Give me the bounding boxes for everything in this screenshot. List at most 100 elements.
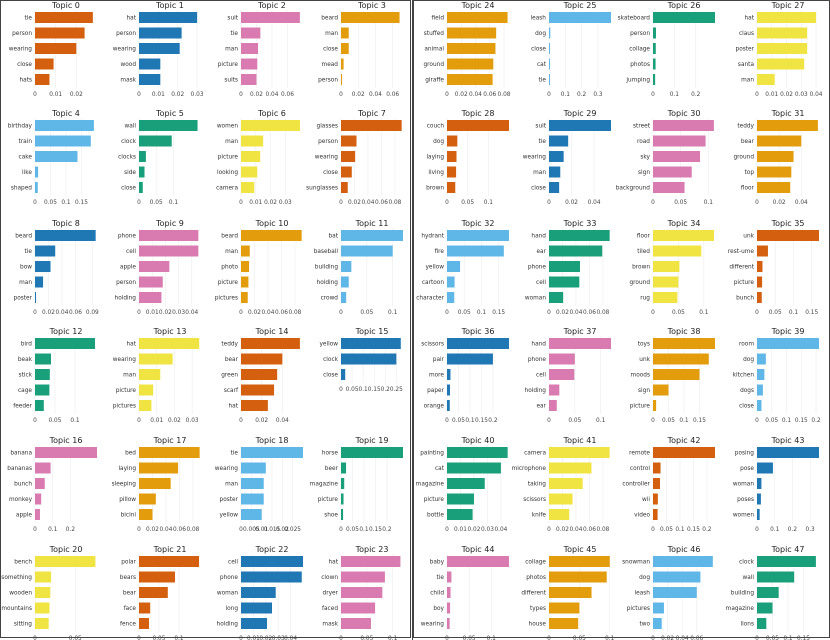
bar-picture (241, 58, 258, 70)
bar-wall (757, 571, 795, 583)
bar-bears (139, 571, 175, 583)
tick-label: 0.15 (368, 387, 381, 393)
bar-fence (139, 618, 149, 629)
tick-label: 0.05 (153, 636, 166, 640)
category-label: bottle (427, 513, 444, 519)
chart-43: Topic 43 0 0.1 0.2 0.3 posing pose woman poses wo… (733, 436, 819, 533)
bar-knife (549, 509, 570, 520)
bar-dog (447, 135, 458, 147)
bar-shaped (35, 182, 38, 193)
tick-label: 0.15 (492, 310, 505, 316)
chart-title: Topic 31 (771, 109, 805, 118)
bar-phone (241, 571, 302, 583)
bar-bear (241, 353, 283, 365)
bar-animal (447, 43, 496, 54)
category-label: man (19, 280, 32, 286)
bar-ground (447, 58, 494, 70)
category-label: woman (217, 591, 238, 597)
category-label: paper (427, 388, 444, 394)
category-label: monkey (9, 497, 33, 503)
category-label: dog (743, 357, 754, 363)
category-label: sky (640, 155, 650, 161)
bar-sunglasses (341, 182, 348, 193)
bar-phone (549, 261, 580, 272)
bar-floor (757, 182, 791, 193)
category-label: close (323, 170, 338, 176)
tick-label: 0.05 (766, 636, 779, 640)
chart-5: Topic 5 0 0.05 0.1 wall clock clocks side close (118, 109, 198, 206)
category-label: wii (642, 497, 650, 503)
category-label: character (416, 296, 444, 302)
bar-claus (757, 27, 808, 39)
tick-label: 0.06 (690, 636, 703, 640)
chart-title: Topic 42 (667, 436, 701, 445)
chart-title: Topic 43 (771, 436, 805, 445)
category-label: wearing (113, 47, 137, 53)
tick-label: 0.02 (467, 527, 480, 533)
category-label: picture (218, 62, 239, 68)
category-label: person (630, 31, 650, 37)
bar-bottle (447, 509, 473, 520)
bar-horse (341, 447, 403, 458)
tick-label: 0.08 (288, 310, 301, 316)
chart-8: Topic 8 0 0.02 0.04 0.06 0.09 beard tie bow man po… (14, 219, 100, 316)
chart-title: Topic 41 (563, 436, 597, 445)
category-label: man (533, 170, 546, 176)
category-label: ear (536, 404, 546, 410)
bar-top (757, 166, 792, 178)
bar-more (447, 369, 451, 380)
category-label: long (225, 606, 238, 612)
category-label: phone (118, 234, 137, 240)
tick-label: 0.1 (704, 200, 714, 206)
bar-close (341, 166, 352, 178)
chart-30: Topic 30 0 0.05 0.1 street road sky sign backgro… (616, 109, 714, 206)
category-label: train (19, 139, 33, 145)
chart-title: Topic 15 (355, 327, 389, 336)
category-label: leash (531, 16, 547, 22)
category-label: shaped (11, 186, 32, 192)
bar-yellow (241, 509, 262, 520)
bar-holding (241, 618, 268, 629)
tick-label: 0.05 (452, 418, 465, 424)
bar-collage (549, 556, 610, 567)
tick-label: 0.1 (782, 418, 792, 424)
bar-bird (35, 338, 95, 349)
category-label: control (630, 466, 650, 472)
chart-35: Topic 35 0 0.05 0.1 0.15 unk rest-ume different… (728, 219, 819, 316)
bar-building (341, 261, 352, 272)
category-label: tie (539, 78, 547, 84)
tick-label: 0.02 (168, 418, 181, 424)
category-label: horse (322, 451, 339, 457)
tick-label: 0.02 (348, 200, 361, 206)
tick-label: 0.03 (795, 92, 808, 98)
category-label: face (124, 606, 137, 612)
bar-side (139, 166, 145, 178)
bar-mask (341, 618, 371, 629)
category-label: close (531, 47, 546, 53)
bar-sign (653, 384, 669, 396)
bar-cake (35, 151, 78, 162)
tick-label: 0.06 (386, 92, 399, 98)
bar-wooden (35, 587, 51, 598)
bar-field (447, 12, 508, 23)
tick-label: 0.1 (487, 636, 497, 640)
bar-magazine (757, 602, 773, 614)
category-label: phone (220, 575, 239, 581)
category-label: couch (427, 124, 445, 130)
bar-pictures (139, 400, 152, 411)
category-label: building (315, 265, 339, 271)
bar-camera (241, 182, 255, 193)
category-label: feeder (13, 404, 32, 410)
category-label: person (318, 139, 338, 145)
category-label: phone (528, 357, 547, 363)
category-label: beak (18, 357, 33, 363)
tick-label: 0 (137, 418, 141, 424)
category-label: picture (424, 497, 445, 503)
tick-label: 0 (339, 387, 343, 393)
bar-moods (653, 369, 700, 380)
bar-bicini (139, 509, 153, 520)
category-label: lions (741, 622, 754, 628)
bar-close (341, 43, 349, 54)
category-label: man (325, 31, 338, 37)
tick-label: 0.06 (483, 92, 496, 98)
